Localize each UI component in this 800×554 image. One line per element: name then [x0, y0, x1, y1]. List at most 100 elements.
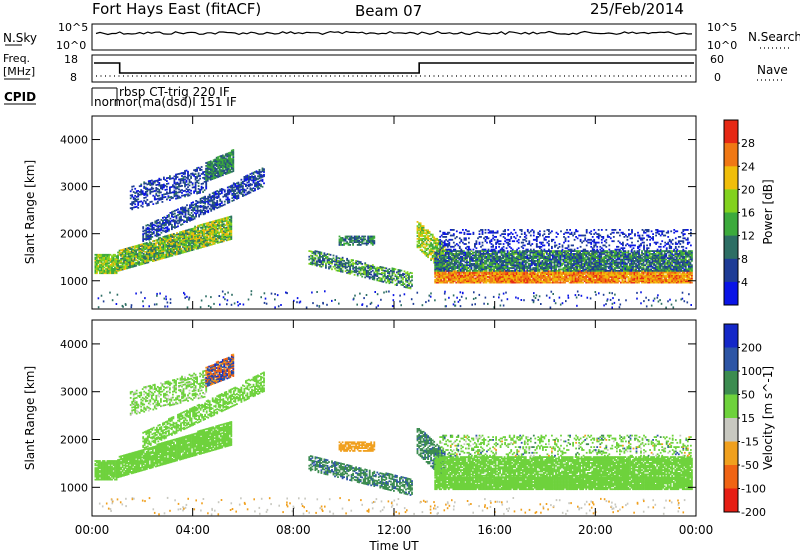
range-cell [222, 238, 225, 241]
range-cell [261, 170, 264, 173]
range-cell [179, 252, 181, 255]
range-cell [171, 242, 174, 244]
range-cell [165, 249, 168, 252]
range-cell [185, 243, 187, 246]
range-cell [216, 223, 219, 226]
range-cell [138, 262, 141, 265]
range-cell [120, 249, 122, 252]
range-cell [175, 186, 177, 189]
range-cell [100, 268, 103, 270]
range-cell [215, 231, 218, 233]
range-cell [206, 223, 209, 226]
range-cell [223, 158, 226, 160]
range-cell [202, 182, 204, 185]
range-cell [190, 192, 192, 195]
range-cell [239, 186, 241, 189]
range-cell [132, 202, 135, 205]
range-cell [147, 254, 150, 257]
range-cell [189, 234, 192, 236]
range-cell [189, 228, 192, 231]
range-cell [190, 202, 193, 204]
range-cell [184, 195, 186, 198]
range-cell [187, 170, 189, 173]
range-cell [123, 265, 125, 268]
range-cell [195, 240, 198, 243]
range-cell [242, 182, 244, 185]
range-cell [212, 226, 215, 229]
range-cell [222, 217, 225, 220]
range-cell [100, 265, 103, 267]
range-cell [186, 221, 188, 223]
range-cell [133, 258, 136, 260]
range-cell [171, 239, 174, 241]
range-cell [257, 185, 259, 187]
range-cell [94, 258, 97, 260]
range-cell [135, 256, 138, 259]
range-cell [142, 230, 145, 233]
range-cell [249, 177, 252, 180]
range-cell [206, 177, 209, 179]
range-cell [370, 273, 373, 276]
range-cell [194, 181, 197, 184]
range-cell [230, 238, 233, 240]
range-cell [206, 240, 209, 243]
range-cell [173, 179, 176, 182]
range-cell [197, 173, 200, 176]
range-cell [157, 252, 160, 255]
range-cell [189, 242, 192, 245]
range-cell [215, 228, 218, 231]
range-cell [189, 239, 192, 242]
range-cell [197, 185, 200, 187]
range-cell [189, 205, 191, 208]
range-cell [150, 179, 153, 182]
range-cell [186, 217, 188, 219]
range-cell [154, 255, 157, 257]
range-cell [196, 210, 199, 213]
range-cell [180, 240, 183, 243]
range-cell [133, 248, 136, 251]
range-cell [213, 228, 216, 231]
range-cell [183, 207, 185, 209]
range-cell [160, 191, 162, 194]
range-cell [212, 170, 215, 173]
range-cell [246, 184, 249, 187]
range-cell [204, 197, 206, 199]
range-cell [131, 202, 134, 205]
nave-tick-bottom: 0 [714, 71, 721, 84]
range-cell [102, 263, 104, 266]
range-cell [120, 257, 122, 260]
range-cell [153, 247, 156, 249]
range-cell [213, 237, 216, 239]
range-cell [261, 169, 264, 171]
range-cell [210, 205, 213, 208]
range-cell [209, 228, 212, 231]
range-cell [123, 262, 125, 265]
range-cell [225, 228, 228, 230]
range-cell [117, 267, 119, 269]
range-cell [176, 176, 179, 178]
range-cell [263, 175, 265, 178]
range-cell [152, 224, 155, 226]
range-cell [141, 201, 144, 204]
range-cell [102, 253, 104, 256]
range-cell [190, 209, 193, 211]
range-cell [175, 192, 177, 194]
range-cell [217, 193, 220, 196]
range-cell [151, 251, 154, 254]
range-cell [216, 219, 219, 222]
range-cell [224, 232, 227, 235]
range-cell [184, 172, 186, 175]
range-cell [96, 269, 98, 272]
range-cell [187, 207, 190, 210]
range-cell [220, 190, 223, 193]
range-cell [217, 156, 220, 158]
range-cell [124, 248, 127, 250]
range-cell [198, 225, 201, 228]
range-cell [213, 194, 216, 197]
range-cell [223, 203, 226, 206]
range-cell [99, 265, 101, 267]
range-cell [146, 235, 149, 238]
range-cell [199, 177, 201, 180]
range-cell [157, 245, 160, 248]
range-cell [221, 229, 224, 232]
